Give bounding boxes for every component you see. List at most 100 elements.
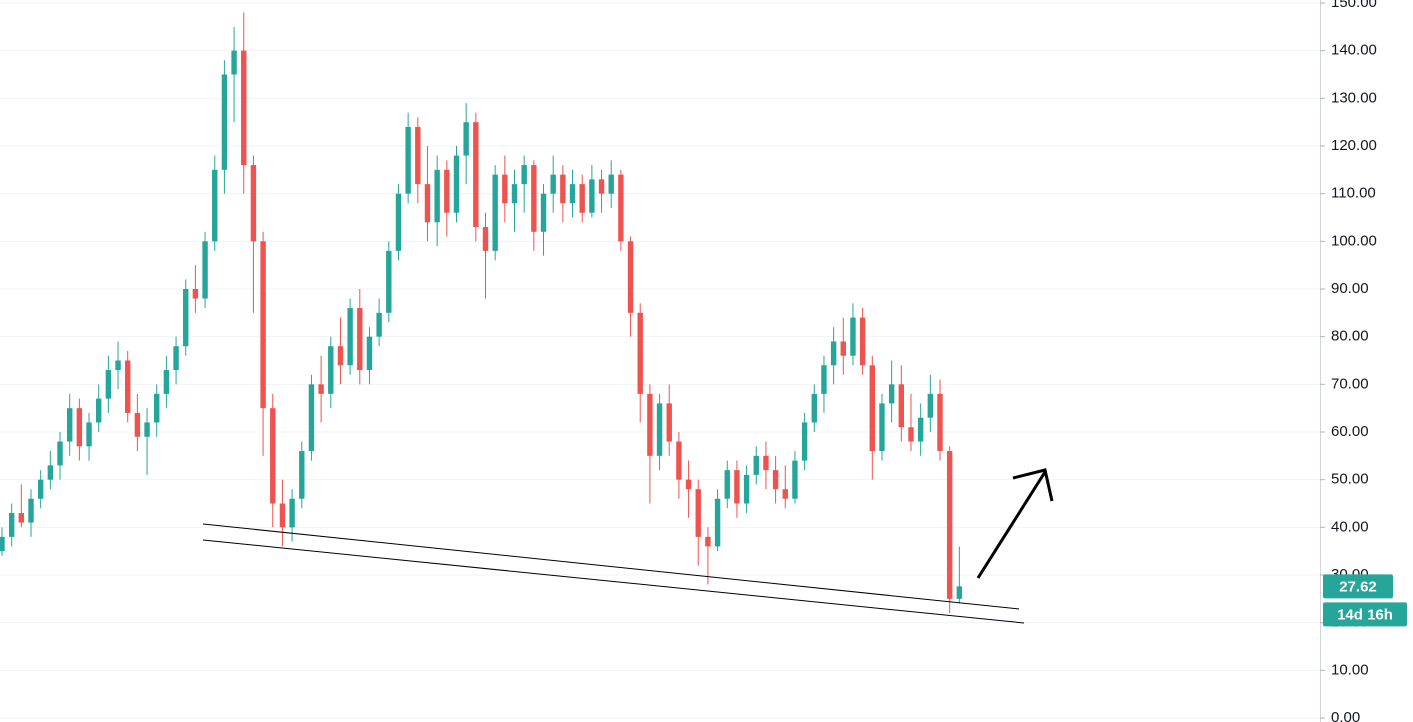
candle-body [86, 422, 92, 447]
arrow-head [1012, 468, 1054, 502]
candle-body [502, 174, 508, 204]
trend-line [202, 539, 1025, 624]
candle-body [105, 370, 112, 399]
candle-body [830, 341, 837, 366]
candle-body [444, 169, 450, 213]
y-tick-label: 10.00 [1331, 661, 1369, 678]
candle-body [589, 179, 595, 213]
drawings [202, 468, 1054, 624]
candle-body [734, 470, 740, 504]
candle-body [792, 460, 798, 499]
candle-body [289, 498, 295, 528]
candle-body [724, 470, 730, 499]
candle-body [811, 393, 817, 423]
badges: 27.62 14d 16h [1323, 574, 1407, 627]
candle-body [763, 455, 769, 471]
candle-body [376, 312, 382, 337]
candle-body [937, 393, 943, 452]
candle-body [550, 174, 556, 194]
candle-body [840, 341, 846, 356]
candle-body [144, 422, 150, 437]
candle-body [173, 346, 179, 371]
candle-body [366, 336, 373, 371]
candle-body [308, 384, 315, 452]
candle-body [0, 536, 5, 552]
y-tick-label: 80.00 [1331, 328, 1369, 345]
candle-body [37, 479, 44, 499]
candle-body [28, 498, 34, 523]
candle-body [18, 513, 25, 523]
candle-body [850, 317, 856, 356]
candle-body [492, 174, 498, 251]
candle-body [821, 365, 827, 394]
y-tick-label: 100.00 [1331, 232, 1377, 249]
candles [0, 12, 963, 614]
candle-body [695, 489, 701, 537]
arrow [976, 471, 1047, 579]
candle-body [115, 360, 121, 371]
candle-body [270, 408, 276, 504]
candle-body [96, 398, 102, 423]
y-tick-label: 70.00 [1331, 375, 1369, 392]
candle-body [569, 184, 576, 204]
y-tick-label: 120.00 [1331, 137, 1377, 154]
candle-body [782, 489, 788, 499]
candle-body [753, 455, 759, 475]
candle-body [618, 174, 624, 242]
candle-body [154, 393, 160, 423]
candle-body [772, 470, 779, 490]
y-tick-label: 150.00 [1331, 0, 1377, 11]
candle-body [125, 360, 131, 413]
candle-body [299, 451, 305, 499]
candle-body [531, 165, 537, 232]
candle-body [627, 241, 634, 313]
candle-body [647, 393, 653, 456]
candle-body [66, 408, 73, 442]
candle-body [76, 408, 83, 447]
candle-body [656, 403, 663, 456]
candle-body [386, 250, 392, 313]
candle-body [212, 169, 218, 242]
candle-body [192, 289, 199, 299]
y-tick-label: 0.00 [1331, 709, 1360, 722]
candle-body [888, 384, 895, 404]
candle-body [482, 227, 489, 251]
candle-body [908, 427, 914, 442]
candle-body [705, 536, 711, 547]
candle-body [415, 126, 421, 185]
countdown-badge [1323, 602, 1407, 627]
last-price-label: 27.62 [1339, 578, 1377, 595]
candle-body [163, 370, 170, 394]
candle-body [598, 179, 605, 194]
candle-body [801, 422, 808, 461]
y-tick-label: 130.00 [1331, 89, 1377, 106]
candle-body [511, 184, 518, 204]
candle-body [879, 403, 885, 452]
candle-body [608, 174, 614, 194]
candle-body [898, 384, 905, 428]
candle-body [241, 50, 247, 166]
y-tick-label: 140.00 [1331, 42, 1377, 59]
candle-body [202, 241, 208, 299]
candle-body [57, 441, 63, 466]
candle-body [347, 308, 353, 366]
candle-body [424, 184, 431, 223]
candle-body [666, 403, 672, 442]
candle-body [521, 165, 527, 185]
candle-body [946, 451, 953, 599]
y-tick-label: 50.00 [1331, 471, 1369, 488]
candle-body [328, 346, 334, 394]
y-tick-label: 60.00 [1331, 423, 1369, 440]
candle-body [250, 165, 257, 242]
candle-body [676, 441, 682, 480]
candle-body [927, 393, 934, 418]
candle-body [47, 465, 54, 480]
price-axis: 0.0010.0020.0030.0040.0050.0060.0070.008… [1320, 0, 1377, 722]
candle-body [453, 155, 460, 213]
candle-body [134, 412, 141, 437]
candle-body [183, 289, 189, 347]
candle-body [714, 498, 721, 547]
last-price-badge [1323, 574, 1393, 599]
candle-body [434, 169, 440, 223]
